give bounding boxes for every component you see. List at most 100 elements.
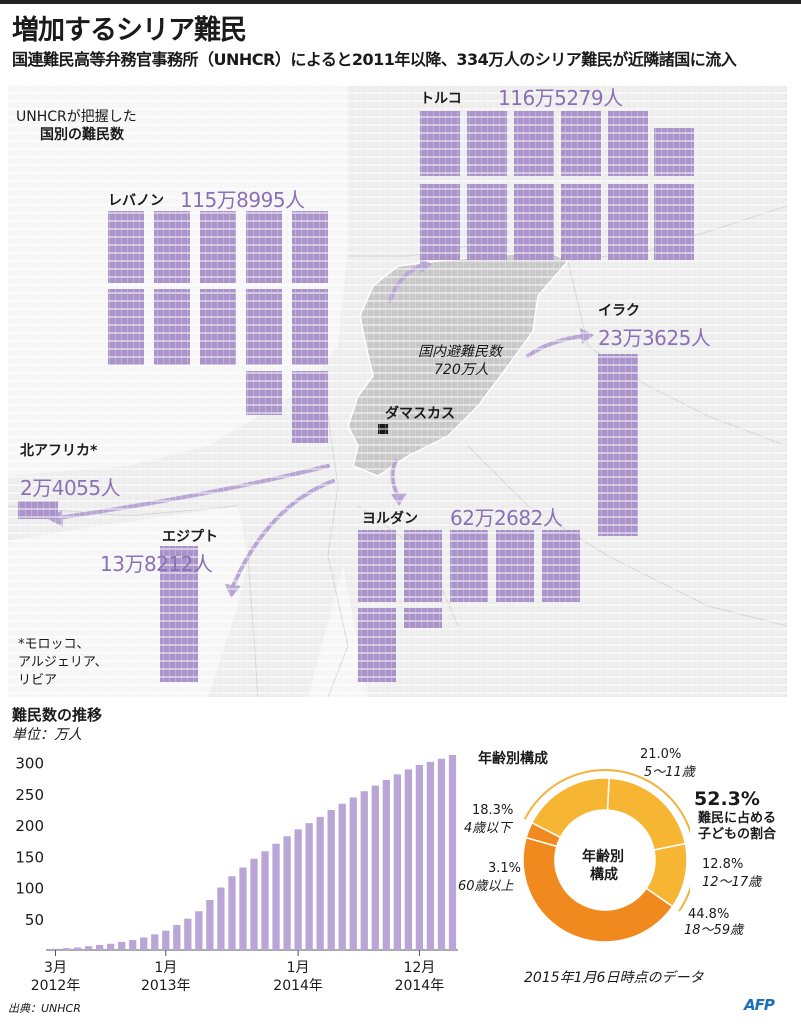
- bar: [151, 934, 159, 950]
- bar: [250, 858, 258, 950]
- map-legend-line2: 国別の難民数: [40, 127, 124, 143]
- children-share-line2: 子どもの割合: [698, 827, 777, 842]
- slice-12-17-pct: 12.8%: [702, 857, 744, 872]
- bar: [95, 945, 104, 950]
- region-map: [8, 86, 787, 697]
- slice-0-4-pct: 18.3%: [472, 803, 514, 818]
- bar: [415, 765, 424, 950]
- top-bar: [0, 0, 801, 4]
- x-tick-month: 1月: [287, 960, 310, 976]
- y-tick-label: 100: [15, 880, 44, 898]
- x-tick-year: 2013年: [141, 978, 191, 994]
- bar: [107, 943, 115, 950]
- x-tick-year: 2014年: [273, 978, 323, 994]
- bar: [140, 937, 148, 950]
- bar: [382, 780, 390, 950]
- lebanon-label: レバノン: [108, 193, 164, 209]
- bar: [51, 948, 60, 950]
- bar: [206, 900, 214, 950]
- idp-label: 国内避難民数: [418, 344, 502, 360]
- age-composition-donut: [522, 769, 690, 943]
- bar: [316, 816, 324, 950]
- footnote-line3: リビア: [18, 673, 58, 688]
- bar: [404, 769, 413, 950]
- turkey-value: 116万5279人: [498, 86, 623, 110]
- iraq-value: 23万3625人: [598, 326, 711, 350]
- children-share-ring: [523, 769, 690, 912]
- north-africa-label: 北アフリカ*: [20, 443, 98, 459]
- bar: [118, 941, 126, 950]
- donut-title: 年齢別構成: [478, 751, 548, 767]
- bar: [426, 761, 435, 950]
- bar: [327, 810, 335, 950]
- bar: [305, 823, 313, 950]
- footnote-line1: *モロッコ、: [18, 637, 90, 652]
- slice-5-11-label: 5～11歳: [644, 765, 695, 780]
- donut-center-line2: 構成: [590, 867, 618, 883]
- bar: [173, 925, 181, 950]
- bar: [228, 876, 236, 950]
- x-tick-month: 3月: [44, 960, 67, 976]
- slice-18-59-pct: 44.8%: [688, 907, 730, 922]
- bar: [294, 829, 302, 950]
- x-tick-month: 1月: [154, 960, 177, 976]
- bar: [73, 947, 82, 950]
- bar: [283, 836, 291, 950]
- y-tick-label: 150: [15, 848, 44, 866]
- bar: [272, 843, 280, 950]
- bar: [261, 851, 269, 950]
- egypt-label: エジプト: [162, 529, 218, 545]
- jordan-label: ヨルダン: [362, 511, 418, 527]
- bar: [360, 791, 368, 950]
- egypt-value: 13万8212人: [100, 552, 213, 576]
- idp-value: 720万人: [434, 362, 489, 378]
- bar: [448, 755, 457, 950]
- y-tick-label: 300: [15, 755, 44, 773]
- bar-chart-unit: 単位：万人: [12, 727, 82, 743]
- jordan-value: 62万2682人: [450, 506, 563, 530]
- bar: [239, 867, 247, 950]
- north-africa-refugee-icons: [18, 501, 58, 519]
- donut-slice: [606, 777, 687, 851]
- y-tick-label: 250: [15, 786, 44, 804]
- slice-60-label: 60歳以上: [458, 879, 514, 894]
- bar: [162, 930, 170, 950]
- y-tick-label: 200: [15, 817, 44, 835]
- lebanon-value: 115万8995人: [180, 188, 305, 212]
- footnote-line2: アルジェリア、: [18, 655, 108, 670]
- bar: [84, 946, 93, 950]
- slice-12-17-label: 12～17歳: [702, 875, 762, 890]
- page-title: 増加するシリア難民: [12, 15, 247, 46]
- refugee-trend-bar-chart: 50 100 150 200 250 300 3月 2012年 1月 2013年 1月 2014年 12…: [15, 755, 458, 994]
- data-date-note: 2015年1月6日時点のデータ: [524, 970, 704, 986]
- children-share-value: 52.3%: [694, 788, 760, 810]
- children-share-line1: 難民に占める: [698, 811, 777, 826]
- iraq-refugee-icons: [598, 354, 638, 536]
- bar-chart-title: 難民数の推移: [12, 706, 103, 724]
- donut-slice: [522, 836, 674, 943]
- map-legend-line1: UNHCRが把握した: [16, 109, 137, 125]
- damascus-label: ダマスカス: [385, 406, 455, 422]
- bar: [129, 940, 137, 950]
- bar: [195, 911, 203, 950]
- x-tick-month: 12月: [403, 960, 435, 976]
- turkey-label: トルコ: [420, 91, 462, 107]
- bar: [62, 948, 71, 950]
- north-africa-value: 2万4055人: [20, 476, 121, 500]
- donut-center-line1: 年齢別: [582, 849, 624, 865]
- x-tick-year: 2012年: [31, 978, 81, 994]
- y-tick-label: 50: [25, 911, 44, 929]
- slice-5-11-pct: 21.0%: [640, 747, 682, 762]
- donut-slice: [530, 777, 610, 839]
- bar: [349, 797, 357, 950]
- slice-18-59-label: 18～59歳: [684, 923, 744, 938]
- bar: [217, 887, 225, 950]
- bar: [184, 918, 192, 950]
- page-subtitle: 国連難民高等弁務官事務所（UNHCR）によると2011年以降、334万人のシリア…: [12, 50, 737, 69]
- bar: [437, 758, 446, 950]
- x-tick-year: 2014年: [395, 978, 445, 994]
- iraq-label: イラク: [598, 303, 640, 319]
- slice-0-4-label: 4歳以下: [464, 821, 512, 836]
- slice-60-pct: 3.1%: [488, 861, 522, 876]
- source-note: 出典：UNHCR: [8, 1002, 81, 1015]
